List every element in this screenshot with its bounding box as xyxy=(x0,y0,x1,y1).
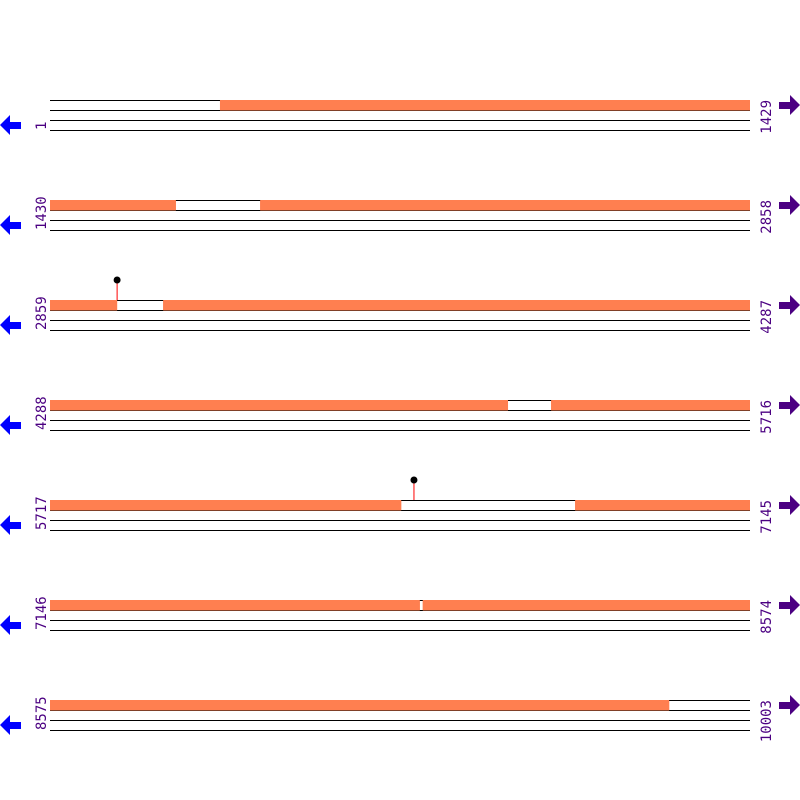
row-start-label: 1 xyxy=(34,122,50,130)
row-end-label: 5716 xyxy=(759,400,775,434)
marker-dot xyxy=(113,276,121,284)
arrow-left-icon[interactable] xyxy=(0,415,21,435)
row-end-label: 2858 xyxy=(759,200,775,234)
sequence-row: 1430 2858 xyxy=(0,195,800,235)
feature-segment xyxy=(50,700,670,711)
feature-segment xyxy=(50,400,509,411)
row-end-label: 10003 xyxy=(759,700,775,742)
arrow-left-icon[interactable] xyxy=(0,315,21,335)
arrow-right-icon[interactable] xyxy=(779,695,800,715)
arrow-right-icon[interactable] xyxy=(779,195,800,215)
feature-segment xyxy=(551,400,750,411)
feature-segment xyxy=(50,500,402,511)
feature-segment xyxy=(50,300,118,311)
row-start-label: 8575 xyxy=(34,696,50,730)
row-end-label: 7145 xyxy=(759,500,775,534)
arrow-left-icon[interactable] xyxy=(0,515,21,535)
arrow-left-icon[interactable] xyxy=(0,715,21,735)
row-start-label: 4288 xyxy=(34,396,50,430)
arrow-right-icon[interactable] xyxy=(779,295,800,315)
arrow-right-icon[interactable] xyxy=(779,595,800,615)
row-start-label: 1430 xyxy=(34,196,50,230)
arrow-right-icon[interactable] xyxy=(779,495,800,515)
feature-segment xyxy=(422,600,750,611)
row-start-label: 5717 xyxy=(34,496,50,530)
sequence-row: 1 1429 xyxy=(0,95,800,135)
arrow-left-icon[interactable] xyxy=(0,115,21,135)
feature-segment xyxy=(50,200,176,211)
feature-segment xyxy=(219,100,750,111)
arrow-right-icon[interactable] xyxy=(779,95,800,115)
sequence-row: 4288 5716 xyxy=(0,395,800,435)
feature-segment xyxy=(575,500,750,511)
arrow-left-icon[interactable] xyxy=(0,615,21,635)
sequence-row: 8575 10003 xyxy=(0,695,800,742)
feature-segment xyxy=(50,600,420,611)
feature-segment xyxy=(260,200,750,211)
row-end-label: 4287 xyxy=(759,300,775,334)
marker-dot xyxy=(410,476,418,484)
arrow-left-icon[interactable] xyxy=(0,215,21,235)
row-end-label: 8574 xyxy=(759,600,775,634)
row-start-label: 2859 xyxy=(34,296,50,330)
row-end-label: 1429 xyxy=(759,100,775,134)
row-start-label: 7146 xyxy=(34,596,50,630)
sequence-row: 2859 4287 xyxy=(0,276,800,335)
feature-segment xyxy=(163,300,750,311)
arrow-right-icon[interactable] xyxy=(779,395,800,415)
sequence-row: 7146 8574 xyxy=(0,595,800,635)
sequence-row: 5717 7145 xyxy=(0,476,800,535)
